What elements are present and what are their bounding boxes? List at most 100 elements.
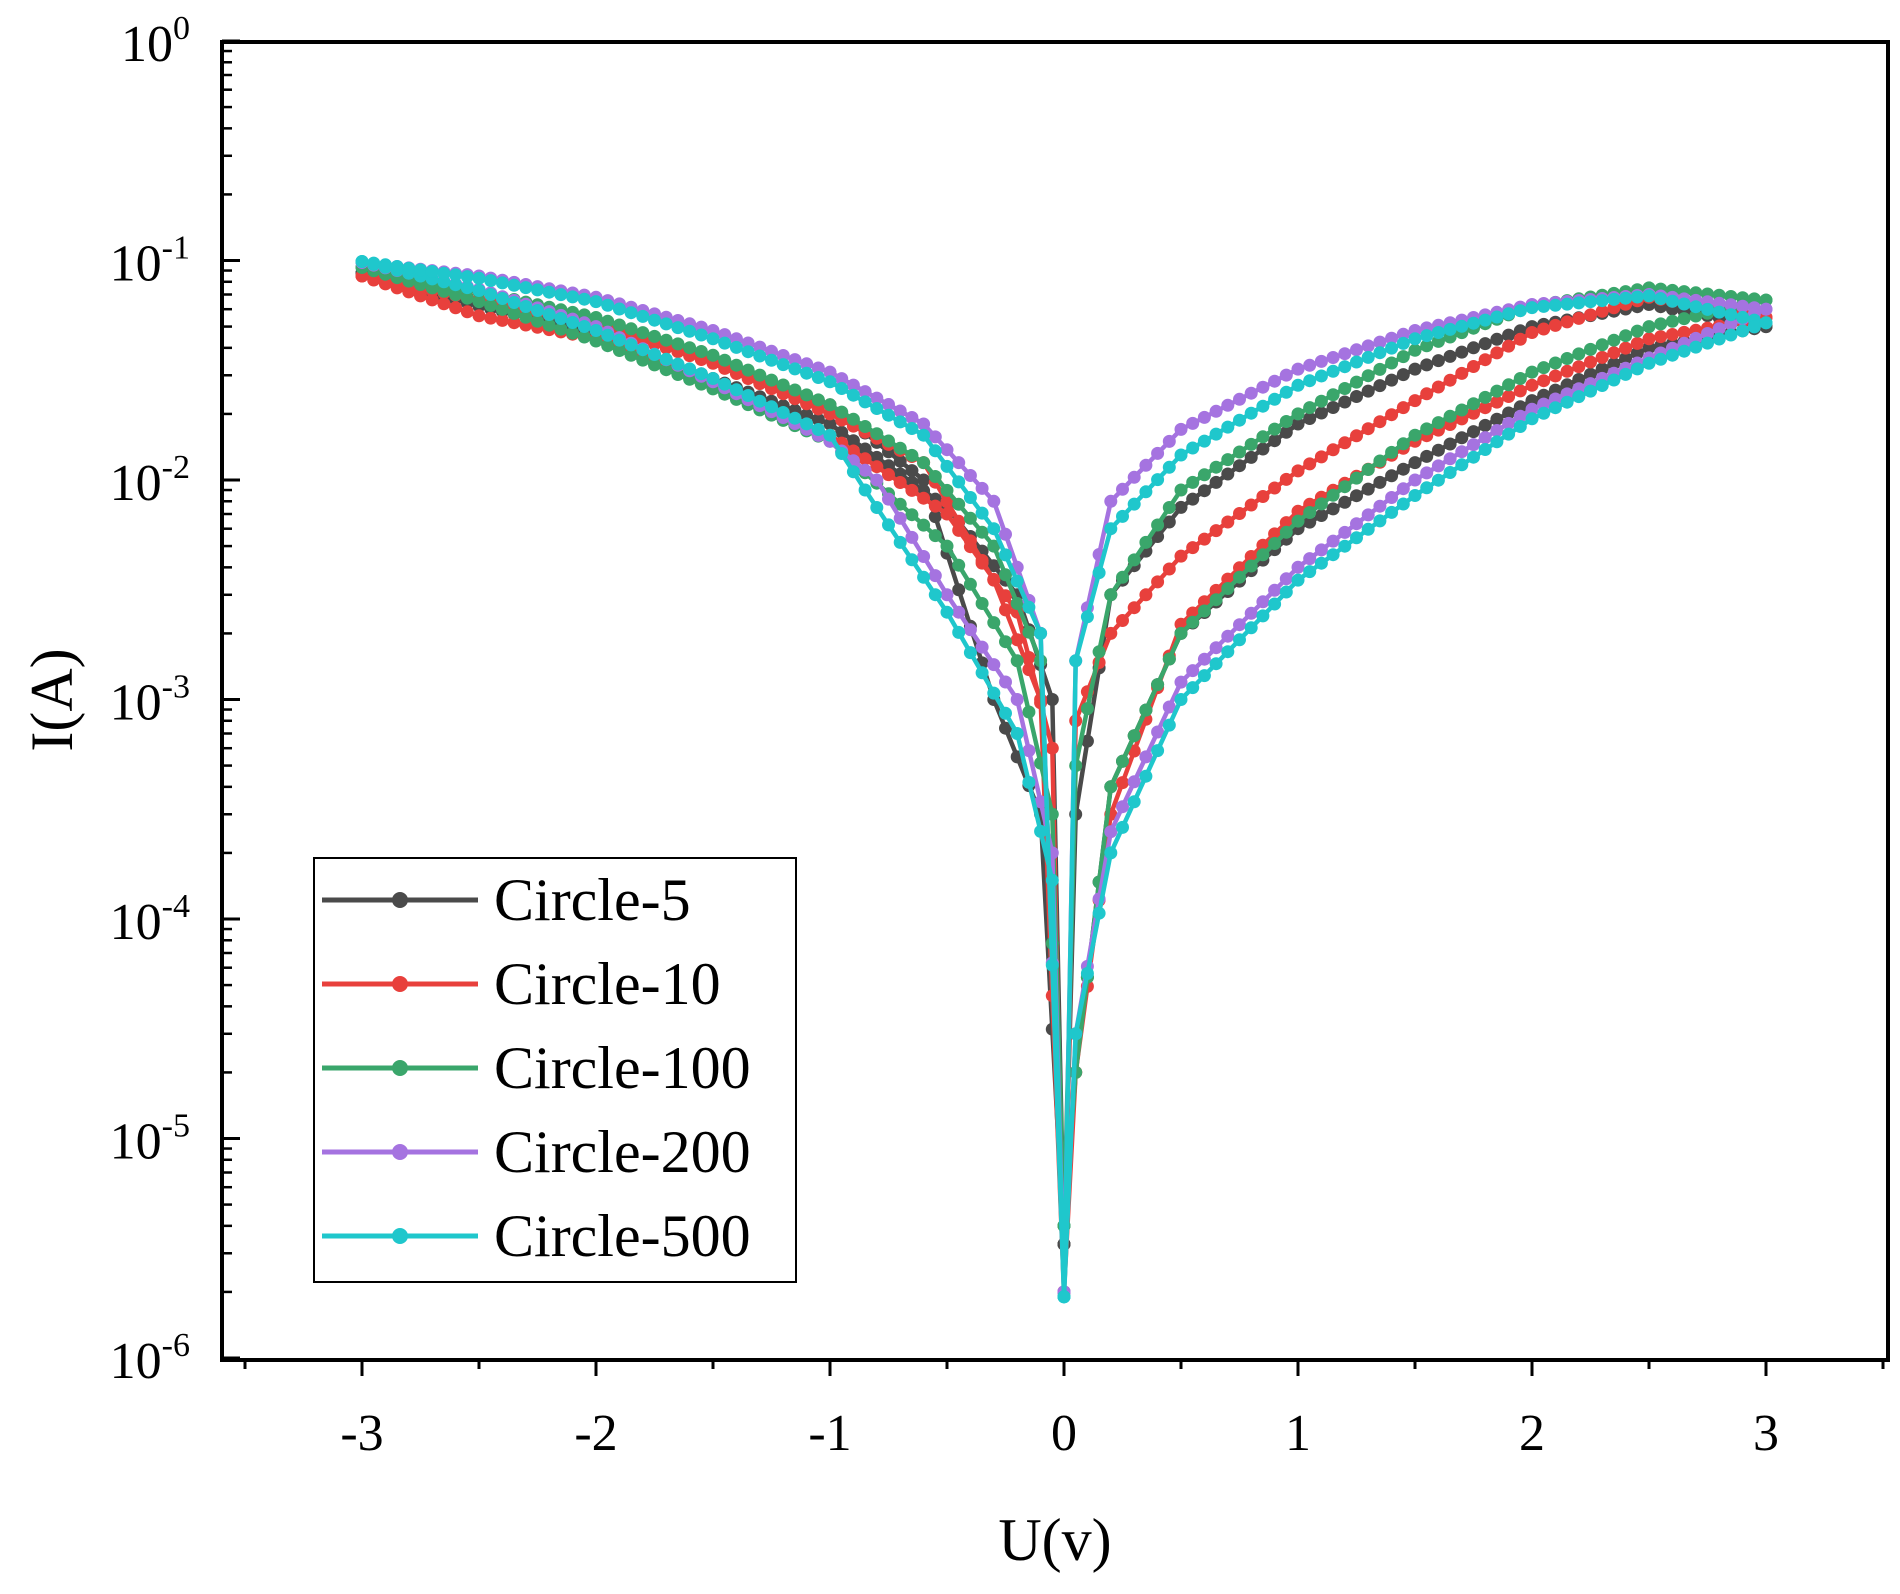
data-point xyxy=(1396,437,1410,451)
data-point xyxy=(1584,355,1597,369)
data-point xyxy=(729,383,743,397)
data-point xyxy=(624,348,638,362)
data-point xyxy=(1572,296,1586,310)
data-point xyxy=(683,341,697,355)
data-point xyxy=(882,518,895,532)
data-point xyxy=(659,363,673,377)
series-layer xyxy=(355,255,1773,1304)
data-point xyxy=(659,333,673,347)
data-point xyxy=(1197,468,1211,482)
data-point xyxy=(1478,390,1492,404)
data-point xyxy=(1080,702,1094,716)
data-point xyxy=(425,265,439,278)
data-point xyxy=(1630,362,1644,376)
data-point xyxy=(1104,846,1118,860)
data-point xyxy=(858,463,872,477)
data-point xyxy=(987,658,1001,672)
data-point xyxy=(531,314,544,328)
data-point xyxy=(975,481,989,495)
data-point xyxy=(1256,538,1270,552)
data-point xyxy=(1186,541,1200,555)
data-point xyxy=(1291,378,1305,392)
data-point xyxy=(1104,780,1118,794)
data-point xyxy=(823,407,837,421)
data-point xyxy=(589,295,603,309)
data-point xyxy=(1490,412,1504,426)
y-tick-label: 10-6 xyxy=(110,1327,190,1390)
legend: Circle-5 Circle-10 Circle-100 Circle-200 Cir… xyxy=(313,857,797,1283)
data-point xyxy=(882,398,895,411)
data-point xyxy=(1233,413,1246,427)
data-point xyxy=(1408,362,1422,376)
data-point xyxy=(1303,552,1317,566)
data-point xyxy=(1467,341,1480,355)
data-point xyxy=(999,603,1012,617)
data-point xyxy=(1139,535,1153,549)
data-point xyxy=(1455,458,1469,472)
data-point xyxy=(1303,506,1317,519)
data-point xyxy=(694,328,708,342)
data-point xyxy=(1174,483,1188,497)
data-point xyxy=(765,400,778,414)
data-point xyxy=(1595,362,1609,376)
data-point xyxy=(1116,614,1129,627)
data-point xyxy=(1034,626,1048,640)
data-point xyxy=(928,588,942,602)
data-point xyxy=(1630,290,1644,304)
data-point xyxy=(963,534,977,548)
legend-marker xyxy=(392,976,408,992)
data-point xyxy=(531,304,544,317)
data-point xyxy=(1338,382,1352,395)
data-point xyxy=(1396,336,1410,350)
data-point xyxy=(1502,427,1516,441)
x-tick-label: 0 xyxy=(1051,1405,1077,1462)
data-point xyxy=(1127,775,1141,789)
data-point xyxy=(1034,824,1048,838)
data-point xyxy=(601,328,615,342)
data-point xyxy=(1291,362,1305,376)
data-point xyxy=(706,348,720,362)
data-point xyxy=(1092,566,1106,580)
data-point xyxy=(1502,390,1516,403)
data-point xyxy=(1595,338,1609,352)
data-point xyxy=(1209,404,1223,418)
data-point xyxy=(893,497,907,511)
data-point xyxy=(1759,302,1773,316)
data-point xyxy=(1303,412,1317,425)
data-point xyxy=(1139,458,1153,472)
data-point xyxy=(449,278,463,292)
data-point xyxy=(1490,346,1504,360)
data-point xyxy=(1560,315,1574,329)
data-point xyxy=(1197,484,1211,498)
data-point xyxy=(963,491,977,504)
x-tick-label: -2 xyxy=(574,1405,617,1462)
data-point xyxy=(1022,775,1036,789)
data-point xyxy=(999,675,1012,689)
y-tick-exponent: -1 xyxy=(162,230,190,267)
data-point xyxy=(1209,657,1223,671)
data-point xyxy=(753,368,767,382)
data-point xyxy=(1712,332,1726,346)
data-point xyxy=(1689,300,1703,314)
data-point xyxy=(1162,700,1176,714)
data-point xyxy=(1502,307,1516,321)
data-point xyxy=(484,274,498,288)
data-point xyxy=(975,506,989,520)
data-point xyxy=(1537,406,1551,420)
data-point xyxy=(1630,336,1644,350)
data-point xyxy=(1373,475,1387,489)
data-point xyxy=(1642,320,1656,334)
data-point xyxy=(531,283,544,297)
data-point xyxy=(706,332,720,346)
data-point xyxy=(601,298,615,312)
data-point xyxy=(823,375,837,389)
data-point xyxy=(999,548,1012,562)
y-tick-label: 10-5 xyxy=(110,1108,190,1171)
data-point xyxy=(1291,514,1305,528)
data-point xyxy=(1548,401,1562,415)
data-point xyxy=(1174,549,1188,563)
data-point xyxy=(1221,582,1235,595)
data-point xyxy=(1420,466,1434,480)
x-tick-label: -3 xyxy=(340,1405,383,1462)
data-point xyxy=(1162,652,1176,666)
